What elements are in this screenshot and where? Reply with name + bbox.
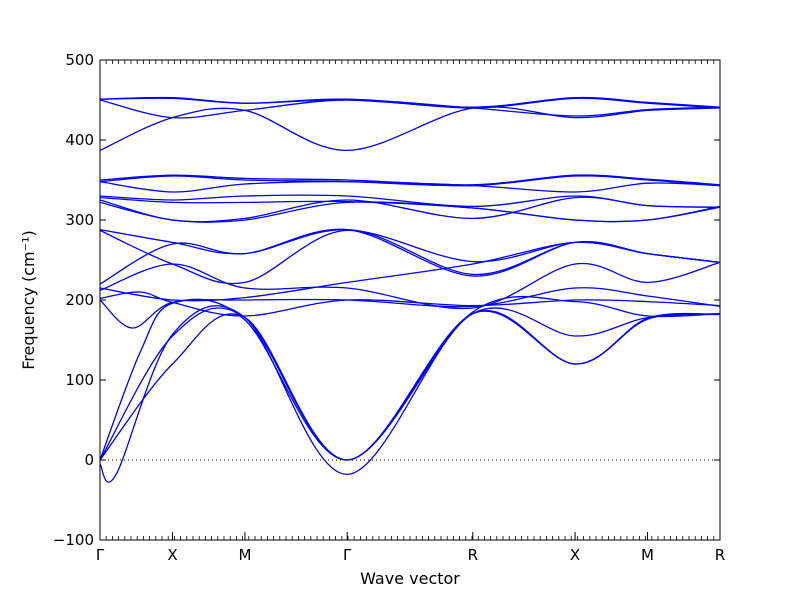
x-tick-label: Γ — [96, 546, 105, 564]
x-tick-label: M — [238, 546, 251, 564]
band-line-5 — [99, 287, 721, 329]
band-line-11 — [99, 228, 721, 264]
x-tick-label: X — [167, 546, 177, 564]
band-line-21 — [99, 97, 721, 117]
band-line-3 — [99, 295, 721, 461]
band-line-22 — [99, 96, 721, 108]
band-line-6 — [99, 291, 721, 317]
y-tick-label: 100 — [65, 371, 94, 389]
x-tick-label: R — [715, 546, 725, 564]
band-line-14 — [99, 196, 721, 223]
y-axis-label: Frequency (cm⁻¹) — [19, 230, 38, 369]
y-tick-label: 0 — [84, 451, 94, 469]
x-tick-label: Γ — [343, 546, 352, 564]
x-tick-label: X — [570, 546, 580, 564]
band-line-15 — [99, 194, 721, 208]
band-line-19 — [99, 106, 721, 152]
x-tick-label: R — [468, 546, 478, 564]
axis-ticks: −100 0 100 200 300 400 500 Γ X M Γ R X M R — [53, 51, 725, 564]
band-line-7 — [99, 261, 721, 310]
x-axis-label: Wave vector — [360, 569, 460, 588]
y-tick-label: 400 — [65, 131, 94, 149]
band-lines — [99, 96, 721, 483]
band-line-18 — [99, 174, 721, 186]
y-tick-label: 300 — [65, 211, 94, 229]
y-tick-label: 500 — [65, 51, 94, 69]
x-tick-label: M — [641, 546, 654, 564]
band-line-4 — [99, 305, 721, 483]
y-tick-label: 200 — [65, 291, 94, 309]
y-tick-label: −100 — [53, 531, 94, 549]
band-line-17 — [99, 175, 721, 187]
